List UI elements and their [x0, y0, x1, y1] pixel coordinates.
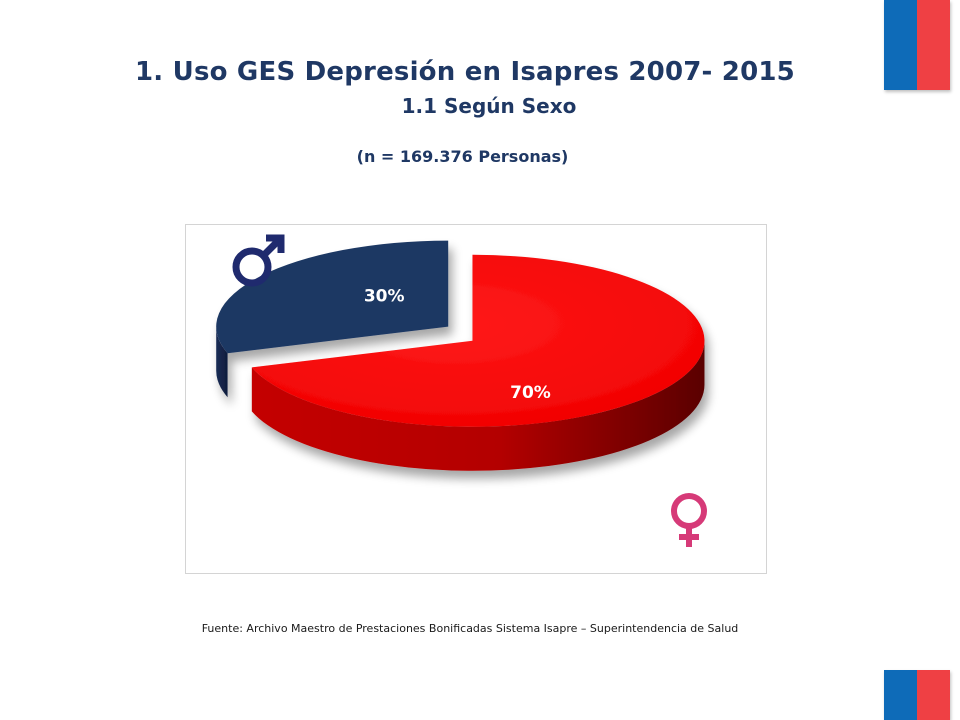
male-symbol-icon	[232, 234, 285, 287]
chile-flag-bottom-icon	[884, 670, 950, 720]
sample-size-label: (n = 169.376 Personas)	[356, 147, 569, 166]
female-symbol-icon	[671, 493, 707, 547]
pie-chart: 30% 70%	[216, 234, 707, 547]
page-title: 1. Uso GES Depresión en Isapres 2007- 20…	[135, 57, 795, 87]
page-subtitle: 1.1 Según Sexo	[401, 94, 577, 118]
data-label-mujeres: 70%	[510, 383, 551, 403]
data-label-hombres: 30%	[364, 287, 405, 307]
pie-slice-hombres	[216, 240, 449, 398]
chile-flag-icon	[884, 0, 950, 90]
chart-frame: 30% 70%	[185, 224, 767, 574]
source-note: Fuente: Archivo Maestro de Prestaciones …	[201, 622, 739, 635]
pie-slice-mujeres	[251, 254, 705, 471]
